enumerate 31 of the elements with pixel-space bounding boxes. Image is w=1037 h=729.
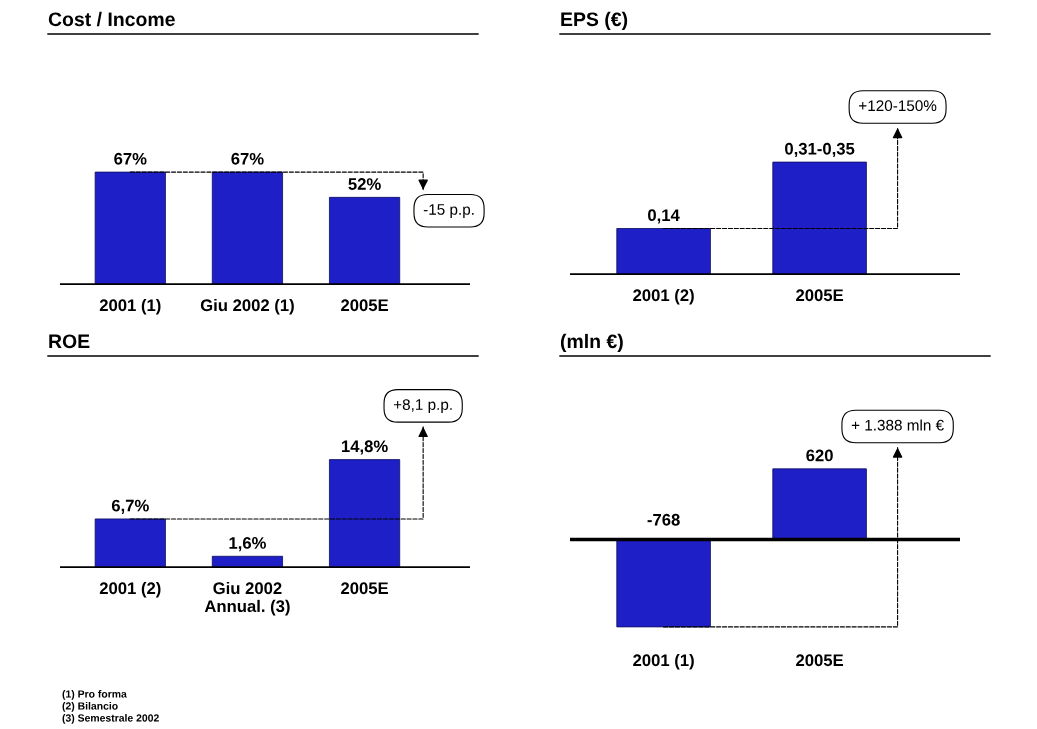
text: + 1.388 mln € — [851, 419, 944, 431]
data-label: 0,31-0,35 — [785, 142, 855, 158]
x-tick-label: 2005E — [796, 654, 844, 667]
chart-title: EPS (€) — [561, 11, 628, 30]
x-tick-label: 2005E — [796, 289, 844, 302]
data-label: 14,8% — [341, 440, 388, 455]
text: +8,1 p.p. — [393, 399, 452, 413]
chart-title: Cost / Income — [48, 11, 175, 27]
text: +120-150% — [859, 100, 937, 112]
x-tick-label: Giu 2002 Annual. (3) — [204, 581, 290, 616]
text: (1) Pro forma — [62, 690, 127, 700]
x-tick-label: 2005E — [341, 582, 389, 595]
text: (3) Semestrale 2002 — [62, 714, 159, 724]
data-label: -768 — [647, 513, 680, 526]
data-label: 0,14 — [648, 209, 680, 224]
x-tick-label: 2005E — [341, 299, 389, 312]
chart-title: ROE — [49, 334, 90, 349]
x-tick-label: 2001 (2) — [633, 288, 694, 305]
text: (2) Bilancio — [62, 702, 118, 712]
data-label: 1,6% — [229, 537, 266, 552]
chart-title: (mln €) — [560, 333, 623, 352]
x-tick-label: 2001 (1) — [99, 298, 161, 315]
data-label: 67% — [231, 152, 264, 165]
x-tick-label: 2001 (1) — [633, 653, 694, 670]
data-label: 620 — [806, 449, 833, 462]
x-tick-label: Giu 2002 (1) — [200, 298, 294, 315]
data-label: 67% — [114, 152, 147, 165]
data-label: 6,7% — [111, 499, 149, 514]
x-tick-label: 2001 (2) — [99, 581, 161, 598]
annotation: -15 p.p. — [423, 204, 474, 218]
data-label: 52% — [348, 178, 381, 190]
